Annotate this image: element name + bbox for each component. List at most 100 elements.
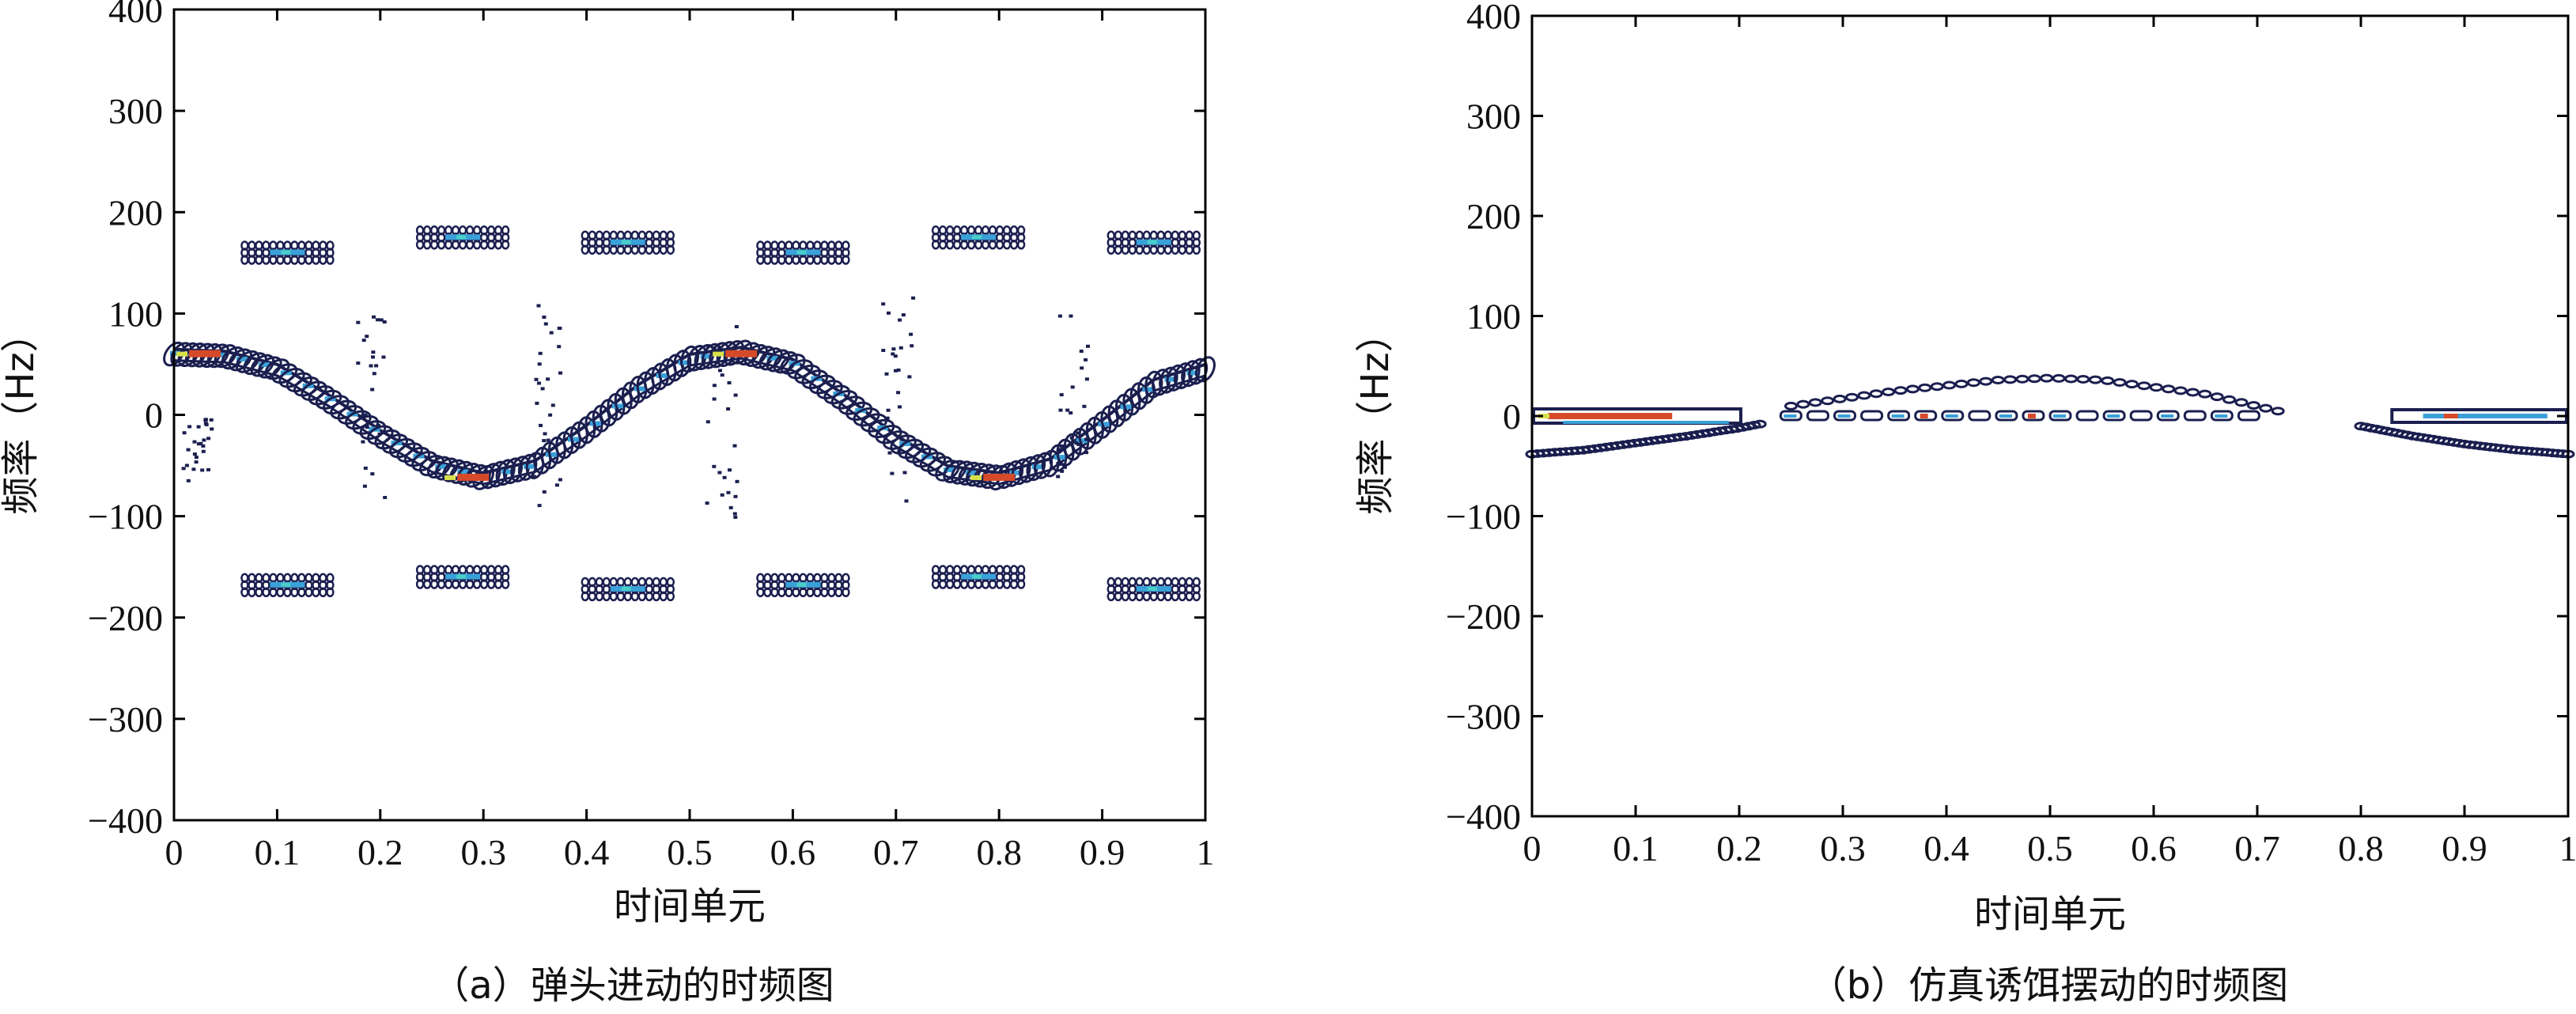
scatter-dot bbox=[549, 331, 554, 335]
y-axis-label-b: 频率（Hz） bbox=[1353, 314, 1398, 514]
main-curve-core bbox=[1009, 470, 1021, 475]
upper-arc-cell bbox=[1796, 399, 1810, 409]
upper-arc-cell bbox=[1930, 382, 1944, 392]
scatter-dot bbox=[1060, 469, 1065, 473]
sideband-core-hi bbox=[456, 235, 467, 240]
scatter-dot bbox=[726, 490, 731, 494]
scatter-dot bbox=[372, 315, 376, 319]
scatter-dot bbox=[360, 414, 365, 418]
scatter-dot bbox=[204, 422, 209, 426]
upper-arc-cell bbox=[1821, 396, 1835, 406]
scatter-dot bbox=[194, 460, 199, 464]
main-curve-core bbox=[678, 360, 690, 365]
scatter-dot bbox=[377, 432, 382, 436]
scatter-dot bbox=[202, 438, 206, 442]
upper-arc-cell bbox=[1784, 401, 1798, 411]
x-tick-label-b: 0 bbox=[1523, 828, 1541, 868]
sideband-core-hi bbox=[972, 235, 982, 240]
scatter-dot bbox=[537, 504, 542, 508]
caption-a: （a）弹头进动的时频图 bbox=[431, 963, 834, 1008]
warm-spot bbox=[176, 351, 188, 357]
upper-arc-cell bbox=[2125, 380, 2139, 389]
x-tick-label-a: 0.8 bbox=[976, 832, 1022, 872]
scatter-dot bbox=[1079, 350, 1084, 353]
scatter-dot bbox=[1058, 448, 1062, 452]
main-curve-core bbox=[1142, 387, 1154, 392]
main-curve-core bbox=[236, 356, 248, 361]
center-dash bbox=[2075, 410, 2099, 422]
scatter-dot bbox=[884, 372, 889, 376]
scatter-dot bbox=[534, 377, 539, 381]
x-tick-label-b: 0.6 bbox=[2131, 828, 2177, 868]
x-tick-label-b: 0.4 bbox=[1923, 828, 1969, 868]
scatter-dot bbox=[209, 418, 214, 422]
scatter-dot bbox=[899, 437, 904, 441]
main-curve-core bbox=[656, 373, 668, 378]
scatter-dot bbox=[206, 467, 210, 471]
x-tick-label-b: 0.3 bbox=[1820, 828, 1866, 868]
sideband-core-hi bbox=[621, 240, 631, 244]
scatter-dot bbox=[546, 377, 550, 381]
scatter-dot bbox=[558, 371, 562, 375]
lower-left-arc-cell bbox=[1753, 419, 1767, 429]
main-curve-core bbox=[524, 463, 535, 469]
upper-arc-cell bbox=[2076, 375, 2090, 384]
sideband-cell bbox=[501, 579, 510, 589]
scatter-dot bbox=[370, 472, 375, 476]
x-tick-label-a: 0.7 bbox=[873, 832, 919, 872]
sideband-cell bbox=[666, 591, 675, 602]
scatter-dot bbox=[540, 387, 545, 391]
center-dash bbox=[2048, 410, 2072, 422]
center-dash bbox=[1968, 410, 1992, 422]
x-tick-label-b: 0.2 bbox=[1716, 828, 1762, 868]
scatter-dot bbox=[542, 439, 547, 443]
scatter-dot bbox=[1084, 451, 1089, 455]
scatter-dot bbox=[1062, 465, 1067, 469]
scatter-dot bbox=[543, 322, 548, 326]
scatter-dot bbox=[728, 505, 733, 509]
sideband-core-hi bbox=[281, 582, 291, 587]
scatter-dot bbox=[1082, 404, 1087, 408]
y-tick-label-a: −100 bbox=[88, 497, 163, 537]
scatter-dot bbox=[537, 362, 542, 366]
center-dash bbox=[2022, 410, 2045, 422]
warm-spot bbox=[444, 475, 456, 480]
scatter-dot bbox=[712, 397, 717, 401]
upper-arc-cell bbox=[2198, 389, 2212, 399]
scatter-dot bbox=[891, 352, 895, 356]
x-tick-label-a: 0.1 bbox=[255, 832, 301, 872]
scatter-dot bbox=[365, 426, 369, 429]
x-tick-label-a: 0.5 bbox=[667, 832, 713, 872]
main-curve-cell bbox=[315, 389, 342, 410]
scatter-dot bbox=[898, 346, 903, 350]
scatter-dot bbox=[897, 449, 902, 453]
scatter-dot bbox=[901, 313, 906, 317]
center-dash bbox=[2237, 410, 2260, 422]
y-tick-label-a: −200 bbox=[88, 598, 163, 638]
scatter-dot bbox=[356, 320, 361, 324]
scatter-dot bbox=[203, 418, 208, 422]
main-curve-core bbox=[170, 350, 181, 356]
center-dash bbox=[2156, 410, 2180, 422]
center-dash-core bbox=[2161, 414, 2174, 418]
scatter-dot bbox=[1076, 431, 1080, 435]
scatter-dot bbox=[363, 466, 368, 470]
center-dash bbox=[2102, 410, 2126, 422]
main-curve-cell bbox=[830, 390, 858, 410]
upper-arc-cell bbox=[2040, 373, 2054, 383]
scatter-dot bbox=[1057, 314, 1062, 318]
scatter-dot bbox=[376, 318, 380, 322]
scatter-dot bbox=[372, 372, 376, 376]
x-tick-label-b: 0.9 bbox=[2442, 828, 2487, 868]
center-band-right-hot bbox=[2443, 414, 2458, 418]
main-curve-core bbox=[435, 463, 447, 469]
main-curve-core bbox=[944, 467, 955, 472]
scatter-dot bbox=[1056, 462, 1061, 465]
center-dash-core bbox=[1784, 414, 1797, 418]
center-dash-core bbox=[1945, 414, 1958, 418]
scatter-dot bbox=[536, 304, 541, 308]
y-tick-label-b: 200 bbox=[1466, 196, 1521, 236]
main-curve-cell bbox=[786, 359, 814, 380]
y-tick-label-b: −100 bbox=[1446, 497, 1521, 537]
center-dash bbox=[1833, 410, 1857, 422]
